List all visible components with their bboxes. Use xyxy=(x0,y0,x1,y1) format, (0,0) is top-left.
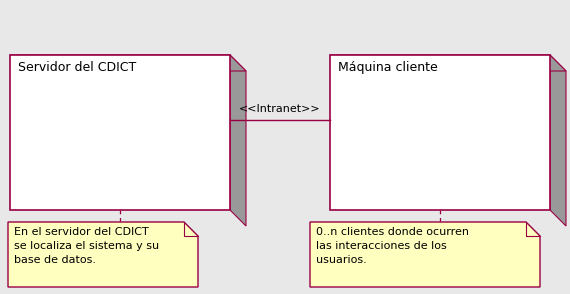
Polygon shape xyxy=(230,55,246,226)
Polygon shape xyxy=(330,55,566,71)
Bar xyxy=(330,55,550,210)
Polygon shape xyxy=(10,55,246,71)
Text: Servidor del CDICT: Servidor del CDICT xyxy=(18,61,136,74)
Polygon shape xyxy=(8,222,198,287)
Text: En el servidor del CDICT
se localiza el sistema y su
base de datos.: En el servidor del CDICT se localiza el … xyxy=(14,227,159,265)
Bar xyxy=(10,55,230,210)
Polygon shape xyxy=(550,55,566,226)
Text: 0..n clientes donde ocurren
las interacciones de los
usuarios.: 0..n clientes donde ocurren las interacc… xyxy=(316,227,469,265)
Polygon shape xyxy=(310,222,540,287)
Text: <<Intranet>>: <<Intranet>> xyxy=(239,104,321,114)
Text: Máquina cliente: Máquina cliente xyxy=(338,61,438,74)
